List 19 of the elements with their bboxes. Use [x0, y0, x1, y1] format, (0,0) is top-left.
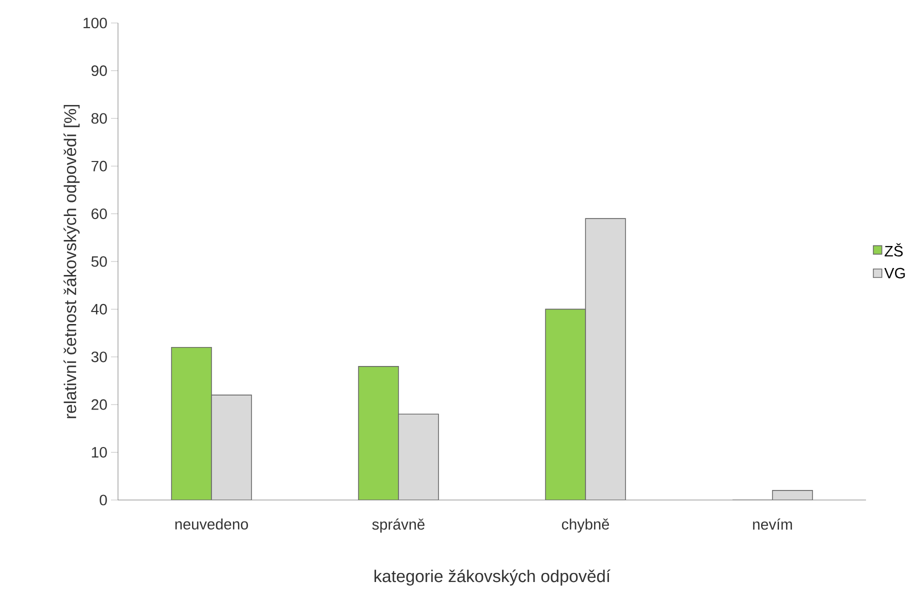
x-tick-label: neuvedeno: [175, 518, 248, 530]
y-tick-label: 100: [84, 18, 107, 28]
x-tick-label: správně: [372, 518, 425, 533]
y-tick-label: 50: [91, 256, 107, 267]
y-tick-label: 0: [100, 494, 107, 506]
y-axis-title: relativní četnost žákovských odpovědí [%]: [64, 104, 80, 418]
y-tick-label: 30: [91, 352, 107, 362]
y-tick-label: 80: [91, 113, 107, 124]
y-tick-label: 60: [92, 208, 107, 220]
y-tick-label: 10: [92, 446, 107, 458]
legend-label: VG: [884, 268, 905, 278]
legend-label: ZŠ: [884, 243, 903, 256]
x-tick-label: chybně: [562, 518, 610, 533]
x-tick-label: nevím: [753, 518, 792, 530]
y-tick-label: 40: [91, 304, 107, 314]
y-tick-label: 90: [92, 65, 107, 76]
y-tick-label: 20: [92, 399, 107, 410]
x-axis-title: kategorie žákovských odpovědí: [374, 570, 610, 586]
y-tick-label: 70: [92, 160, 107, 172]
